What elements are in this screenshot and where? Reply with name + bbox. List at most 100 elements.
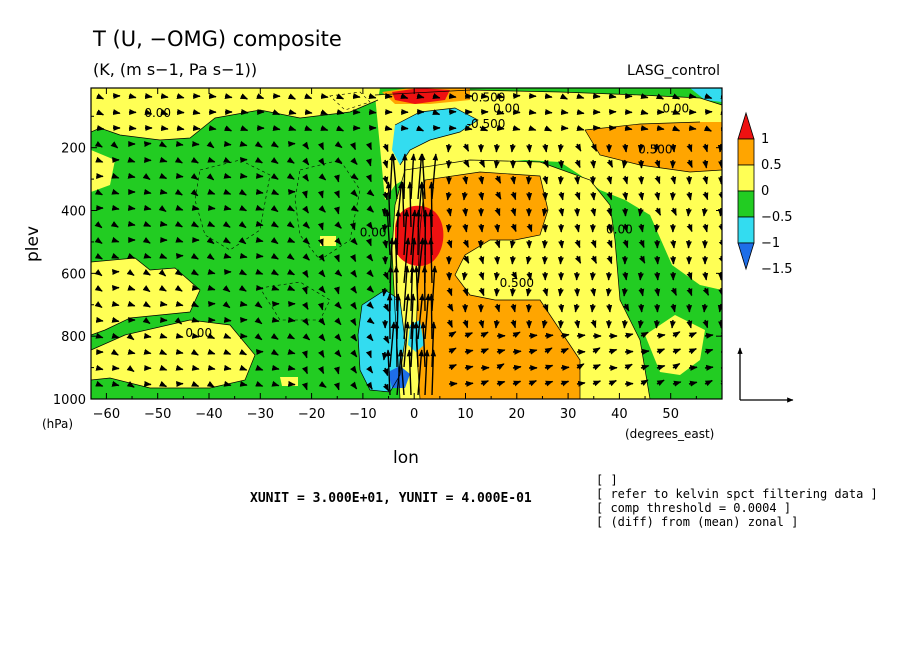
wind-vector — [127, 284, 136, 291]
wind-vector — [494, 191, 502, 200]
wind-vector — [574, 175, 581, 185]
wind-vector — [702, 191, 709, 201]
wind-vector — [653, 319, 660, 329]
contour-lines — [91, 89, 722, 399]
wind-vector — [528, 348, 538, 355]
wind-vector — [526, 271, 533, 281]
wind-vector — [334, 349, 342, 358]
wind-vector — [207, 188, 216, 195]
wind-vector — [143, 141, 152, 148]
wind-vector — [238, 268, 247, 276]
wind-vector — [382, 367, 389, 377]
wind-vector — [542, 159, 549, 169]
wind-vector — [190, 269, 199, 276]
wind-vector — [592, 93, 601, 100]
wind-vector — [384, 93, 393, 100]
colorbar-swatch — [737, 111, 755, 140]
notes: [ ] [ refer to kelvin spct filtering dat… — [596, 473, 878, 529]
wind-vector — [94, 285, 103, 292]
contour-line — [91, 257, 201, 336]
updraft-vector — [403, 321, 411, 368]
wind-vector — [656, 379, 665, 387]
note-line: [ ] — [596, 473, 618, 487]
wind-vector — [239, 93, 249, 100]
wind-vector — [702, 175, 709, 185]
x-tick-label: 0 — [410, 407, 418, 422]
updraft-vector — [428, 237, 434, 284]
wind-vector — [574, 255, 582, 264]
wind-vector — [239, 332, 248, 339]
wind-vector — [560, 109, 569, 116]
wind-vector — [255, 188, 264, 195]
wind-vector — [206, 253, 215, 261]
wind-vector — [480, 93, 489, 100]
wind-vector — [366, 285, 374, 293]
wind-vector — [526, 143, 533, 153]
wind-vector — [462, 239, 469, 248]
wind-vector — [558, 191, 565, 201]
wind-vector — [207, 364, 216, 371]
wind-vector — [336, 125, 345, 132]
wind-vector — [478, 271, 485, 281]
updraft-vector — [390, 153, 398, 200]
wind-vector — [528, 332, 538, 339]
wind-vector — [480, 125, 489, 132]
wind-vector — [526, 159, 533, 169]
wind-vector — [622, 303, 630, 312]
wind-vector — [175, 348, 184, 355]
wind-vector — [574, 159, 581, 169]
wind-vector — [478, 319, 485, 329]
y-axis: 200 400 600 800 1000 — [53, 115, 722, 408]
wind-vector — [222, 221, 231, 228]
wind-vector — [590, 239, 597, 249]
wind-vector — [94, 221, 103, 229]
wind-vector — [446, 287, 453, 297]
wind-vector — [96, 93, 105, 100]
wind-vector — [366, 333, 374, 342]
wind-vector — [111, 380, 120, 387]
contour-label: 0.500 — [500, 276, 534, 290]
wind-vector — [270, 205, 279, 213]
wind-vector — [302, 141, 310, 150]
wind-vector — [445, 159, 452, 169]
wind-vector — [608, 348, 618, 355]
wind-vector — [544, 93, 553, 100]
wind-vector — [496, 109, 505, 115]
wind-vector — [574, 143, 582, 152]
wind-vector — [590, 207, 597, 217]
wind-vector — [542, 303, 549, 313]
wind-vector — [656, 364, 666, 371]
wind-vector — [590, 191, 597, 201]
wind-vector — [190, 173, 199, 181]
wind-vector — [159, 220, 168, 227]
wind-vector — [525, 255, 532, 265]
wind-vector — [493, 271, 500, 281]
contour-lines-dashed — [194, 91, 371, 321]
wind-vector — [270, 253, 279, 260]
wind-vector — [350, 189, 358, 197]
wind-vector — [672, 93, 681, 100]
wind-vector — [287, 316, 296, 323]
wind-vector — [176, 93, 185, 99]
contour-line — [91, 99, 379, 141]
wind-vector — [509, 255, 516, 265]
wind-vector — [686, 159, 693, 169]
wind-vector — [366, 189, 375, 197]
updraft-vector — [399, 181, 406, 228]
updraft-vector — [395, 293, 401, 340]
wind-vector — [158, 205, 167, 213]
wind-vector — [301, 350, 308, 359]
wind-vector — [510, 175, 517, 185]
x-tick-label: 40 — [611, 407, 628, 422]
wind-vector — [656, 125, 665, 131]
wind-vector — [222, 285, 231, 293]
wind-vector — [557, 143, 564, 153]
wind-vector — [255, 204, 264, 211]
wind-vector — [320, 125, 329, 131]
wind-vector — [638, 191, 645, 201]
wind-vector — [287, 236, 296, 244]
wind-vector — [573, 303, 580, 313]
wind-vector — [95, 316, 104, 323]
x-tick-label: 30 — [560, 407, 577, 422]
colorbar-swatch — [737, 164, 755, 192]
